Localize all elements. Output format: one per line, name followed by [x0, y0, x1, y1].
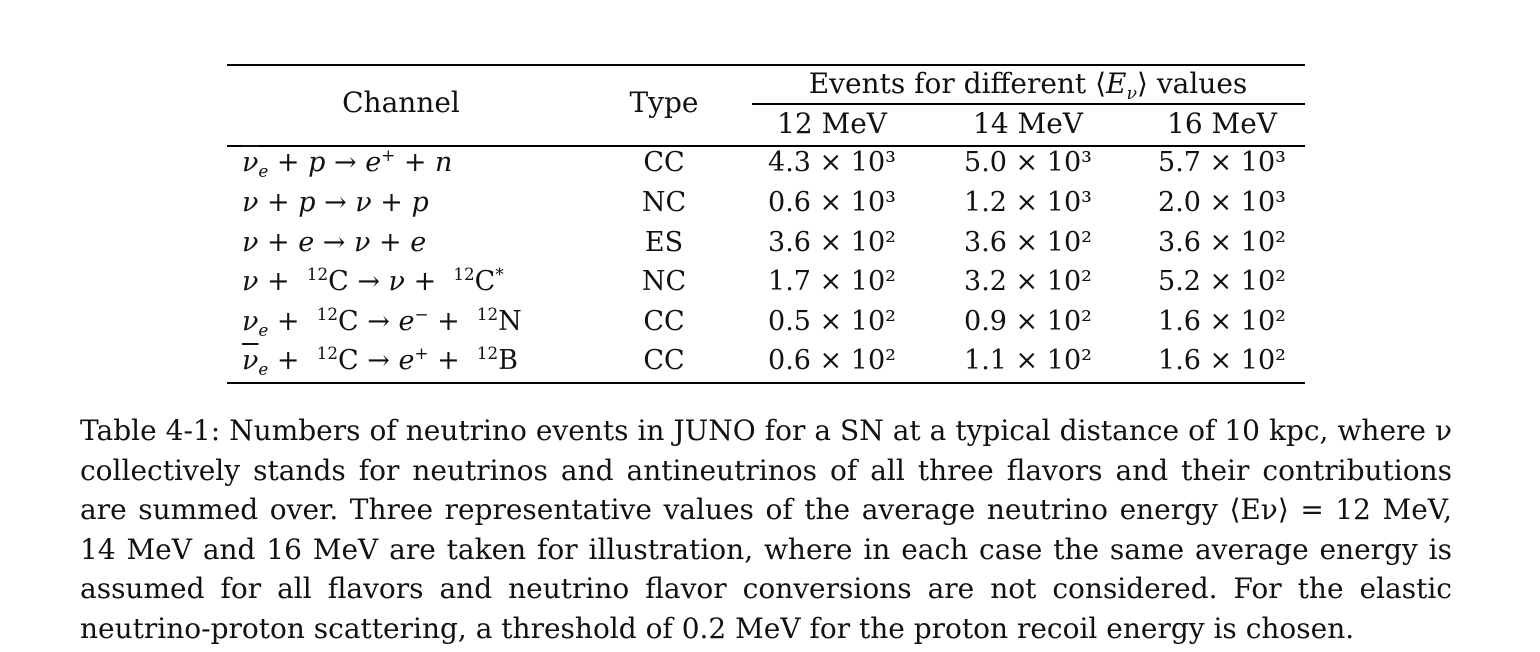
- header-energy-12: 12 MeV: [777, 107, 887, 140]
- row-3-value-14: 3.6 × 10²: [964, 227, 1092, 258]
- header-events-group: Events for different ⟨Eν⟩ values: [808, 67, 1248, 105]
- row-2-value-14: 1.2 × 10³: [964, 187, 1092, 218]
- row-2-value-16: 2.0 × 10³: [1158, 187, 1286, 218]
- row-6-value-14: 1.1 × 10²: [964, 345, 1092, 376]
- row-3-value-16: 3.6 × 10²: [1158, 227, 1286, 258]
- row-6-value-16: 1.6 × 10²: [1158, 345, 1286, 376]
- header-channel: Channel: [342, 86, 460, 119]
- row-5-type: CC: [643, 306, 685, 337]
- row-4-value-14: 3.2 × 10²: [964, 266, 1092, 297]
- header-type: Type: [629, 86, 699, 119]
- row-1-value-12: 4.3 × 10³: [768, 147, 896, 178]
- table-bottom-rule: [227, 382, 1305, 384]
- row-2-channel: ν + p → ν + p: [242, 187, 429, 218]
- row-4-value-12: 1.7 × 10²: [768, 266, 896, 297]
- table-caption: Table 4-1: Numbers of neutrino events in…: [80, 414, 1452, 645]
- row-5-value-12: 0.5 × 10²: [768, 306, 896, 337]
- table-subheader-rule: [752, 103, 1305, 105]
- row-3-type: ES: [644, 227, 684, 258]
- row-4-channel: ν + 12C → ν + 12C*: [242, 263, 504, 297]
- table-top-rule: [227, 64, 1305, 66]
- row-3-channel: ν + e → ν + e: [242, 227, 427, 258]
- header-energy-14: 14 MeV: [973, 107, 1083, 140]
- row-5-value-16: 1.6 × 10²: [1158, 306, 1286, 337]
- row-1-type: CC: [643, 147, 685, 178]
- row-6-channel: νe + 12C → e+ + 12B: [242, 342, 519, 379]
- row-4-type: NC: [641, 266, 687, 297]
- header-energy-16: 16 MeV: [1167, 107, 1277, 140]
- row-6-type: CC: [643, 345, 685, 376]
- table-header-rule: [227, 145, 1305, 147]
- row-5-channel: νe + 12C → e− + 12N: [242, 303, 522, 340]
- row-2-value-12: 0.6 × 10³: [768, 187, 896, 218]
- row-2-type: NC: [641, 187, 687, 218]
- row-4-value-16: 5.2 × 10²: [1158, 266, 1286, 297]
- row-5-value-14: 0.9 × 10²: [964, 306, 1092, 337]
- row-1-value-14: 5.0 × 10³: [964, 147, 1092, 178]
- row-6-value-12: 0.6 × 10²: [768, 345, 896, 376]
- row-1-channel: νe + p → e+ + n: [242, 144, 453, 181]
- row-1-value-16: 5.7 × 10³: [1158, 147, 1286, 178]
- row-3-value-12: 3.6 × 10²: [768, 227, 896, 258]
